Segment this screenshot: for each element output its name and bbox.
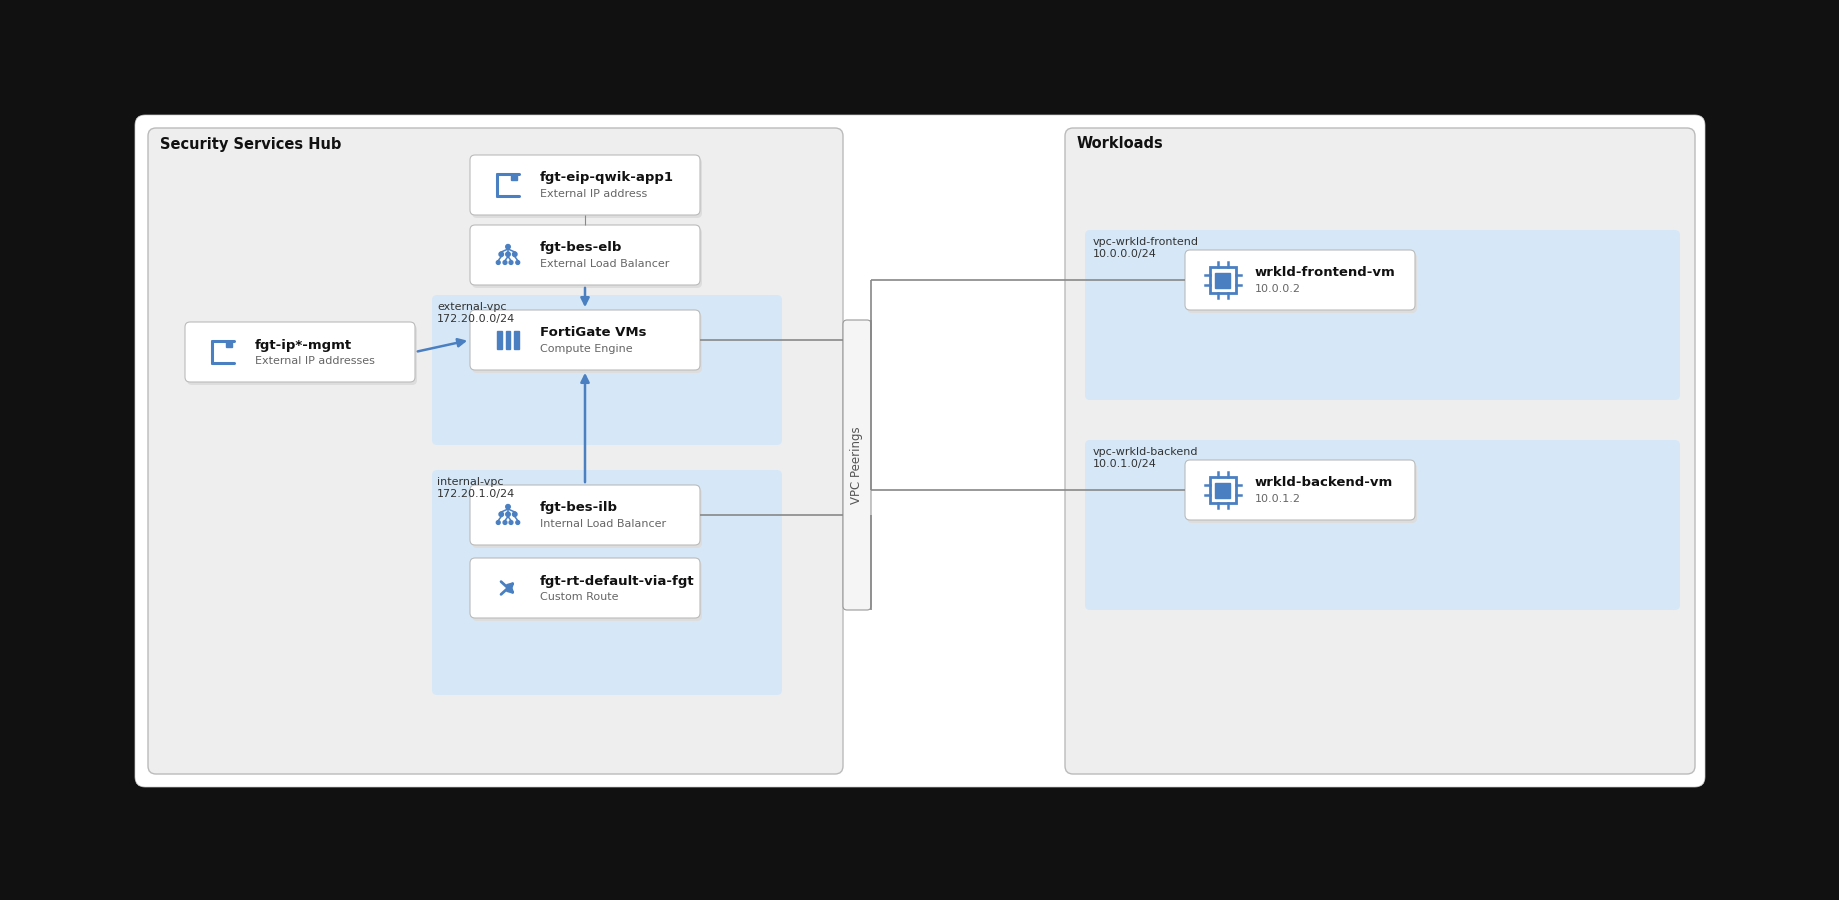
- FancyBboxPatch shape: [1186, 463, 1416, 523]
- Bar: [226, 341, 232, 347]
- Circle shape: [506, 245, 509, 249]
- FancyBboxPatch shape: [147, 128, 842, 774]
- FancyBboxPatch shape: [1184, 250, 1414, 310]
- Bar: [1216, 273, 1230, 287]
- FancyBboxPatch shape: [469, 225, 699, 285]
- Circle shape: [498, 512, 504, 517]
- Text: fgt-bes-ilb: fgt-bes-ilb: [539, 501, 618, 515]
- FancyBboxPatch shape: [842, 320, 870, 610]
- FancyBboxPatch shape: [469, 310, 699, 370]
- FancyBboxPatch shape: [469, 155, 699, 215]
- Circle shape: [497, 520, 500, 525]
- Text: vpc-wrkld-backend: vpc-wrkld-backend: [1092, 447, 1197, 457]
- FancyBboxPatch shape: [1085, 440, 1679, 610]
- Text: External Load Balancer: External Load Balancer: [539, 259, 669, 269]
- Text: VPC Peerings: VPC Peerings: [850, 427, 862, 504]
- Text: FortiGate VMs: FortiGate VMs: [539, 327, 645, 339]
- Circle shape: [506, 505, 509, 509]
- FancyBboxPatch shape: [469, 558, 699, 618]
- FancyBboxPatch shape: [432, 470, 782, 695]
- FancyBboxPatch shape: [1184, 460, 1414, 520]
- Circle shape: [502, 261, 506, 265]
- Circle shape: [506, 252, 509, 256]
- Circle shape: [502, 520, 506, 525]
- Circle shape: [515, 261, 519, 265]
- Text: 172.20.0.0/24: 172.20.0.0/24: [438, 314, 515, 324]
- FancyBboxPatch shape: [134, 115, 1705, 787]
- Text: Compute Engine: Compute Engine: [539, 344, 633, 354]
- Text: wrkld-frontend-vm: wrkld-frontend-vm: [1254, 266, 1396, 280]
- FancyBboxPatch shape: [473, 158, 702, 218]
- Text: internal-vpc: internal-vpc: [438, 477, 504, 487]
- Text: Custom Route: Custom Route: [539, 592, 618, 602]
- Circle shape: [515, 520, 519, 525]
- Text: fgt-ip*-mgmt: fgt-ip*-mgmt: [256, 338, 351, 352]
- Text: vpc-wrkld-frontend: vpc-wrkld-frontend: [1092, 237, 1199, 247]
- Circle shape: [497, 261, 500, 265]
- Text: External IP address: External IP address: [539, 189, 647, 199]
- Circle shape: [498, 252, 504, 256]
- Text: Security Services Hub: Security Services Hub: [160, 137, 342, 151]
- Text: 10.0.0.0/24: 10.0.0.0/24: [1092, 249, 1157, 259]
- Bar: [515, 330, 519, 349]
- Circle shape: [509, 261, 513, 265]
- FancyBboxPatch shape: [469, 485, 699, 545]
- FancyBboxPatch shape: [1186, 253, 1416, 313]
- FancyBboxPatch shape: [473, 228, 702, 288]
- FancyBboxPatch shape: [473, 561, 702, 621]
- FancyBboxPatch shape: [473, 488, 702, 548]
- Text: wrkld-backend-vm: wrkld-backend-vm: [1254, 476, 1392, 490]
- Bar: [1210, 267, 1236, 293]
- Text: 172.20.1.0/24: 172.20.1.0/24: [438, 489, 515, 499]
- FancyBboxPatch shape: [432, 295, 782, 445]
- Text: External IP addresses: External IP addresses: [256, 356, 375, 366]
- FancyBboxPatch shape: [1085, 230, 1679, 400]
- Circle shape: [513, 512, 517, 517]
- Text: fgt-bes-elb: fgt-bes-elb: [539, 241, 622, 255]
- Bar: [506, 330, 509, 349]
- FancyBboxPatch shape: [1065, 128, 1694, 774]
- Text: Workloads: Workloads: [1076, 137, 1162, 151]
- Text: fgt-rt-default-via-fgt: fgt-rt-default-via-fgt: [539, 574, 695, 588]
- Bar: [497, 330, 502, 349]
- FancyBboxPatch shape: [188, 325, 417, 385]
- Circle shape: [513, 252, 517, 256]
- Bar: [509, 174, 517, 180]
- Bar: [1210, 477, 1236, 503]
- Text: 10.0.1.2: 10.0.1.2: [1254, 494, 1300, 504]
- FancyBboxPatch shape: [186, 322, 416, 382]
- Text: Internal Load Balancer: Internal Load Balancer: [539, 519, 666, 529]
- Bar: [1216, 482, 1230, 498]
- Text: 10.0.0.2: 10.0.0.2: [1254, 284, 1300, 294]
- Circle shape: [506, 512, 509, 517]
- Text: fgt-eip-qwik-app1: fgt-eip-qwik-app1: [539, 172, 673, 184]
- FancyBboxPatch shape: [473, 313, 702, 373]
- Circle shape: [509, 520, 513, 525]
- Text: external-vpc: external-vpc: [438, 302, 506, 312]
- Text: 10.0.1.0/24: 10.0.1.0/24: [1092, 459, 1157, 469]
